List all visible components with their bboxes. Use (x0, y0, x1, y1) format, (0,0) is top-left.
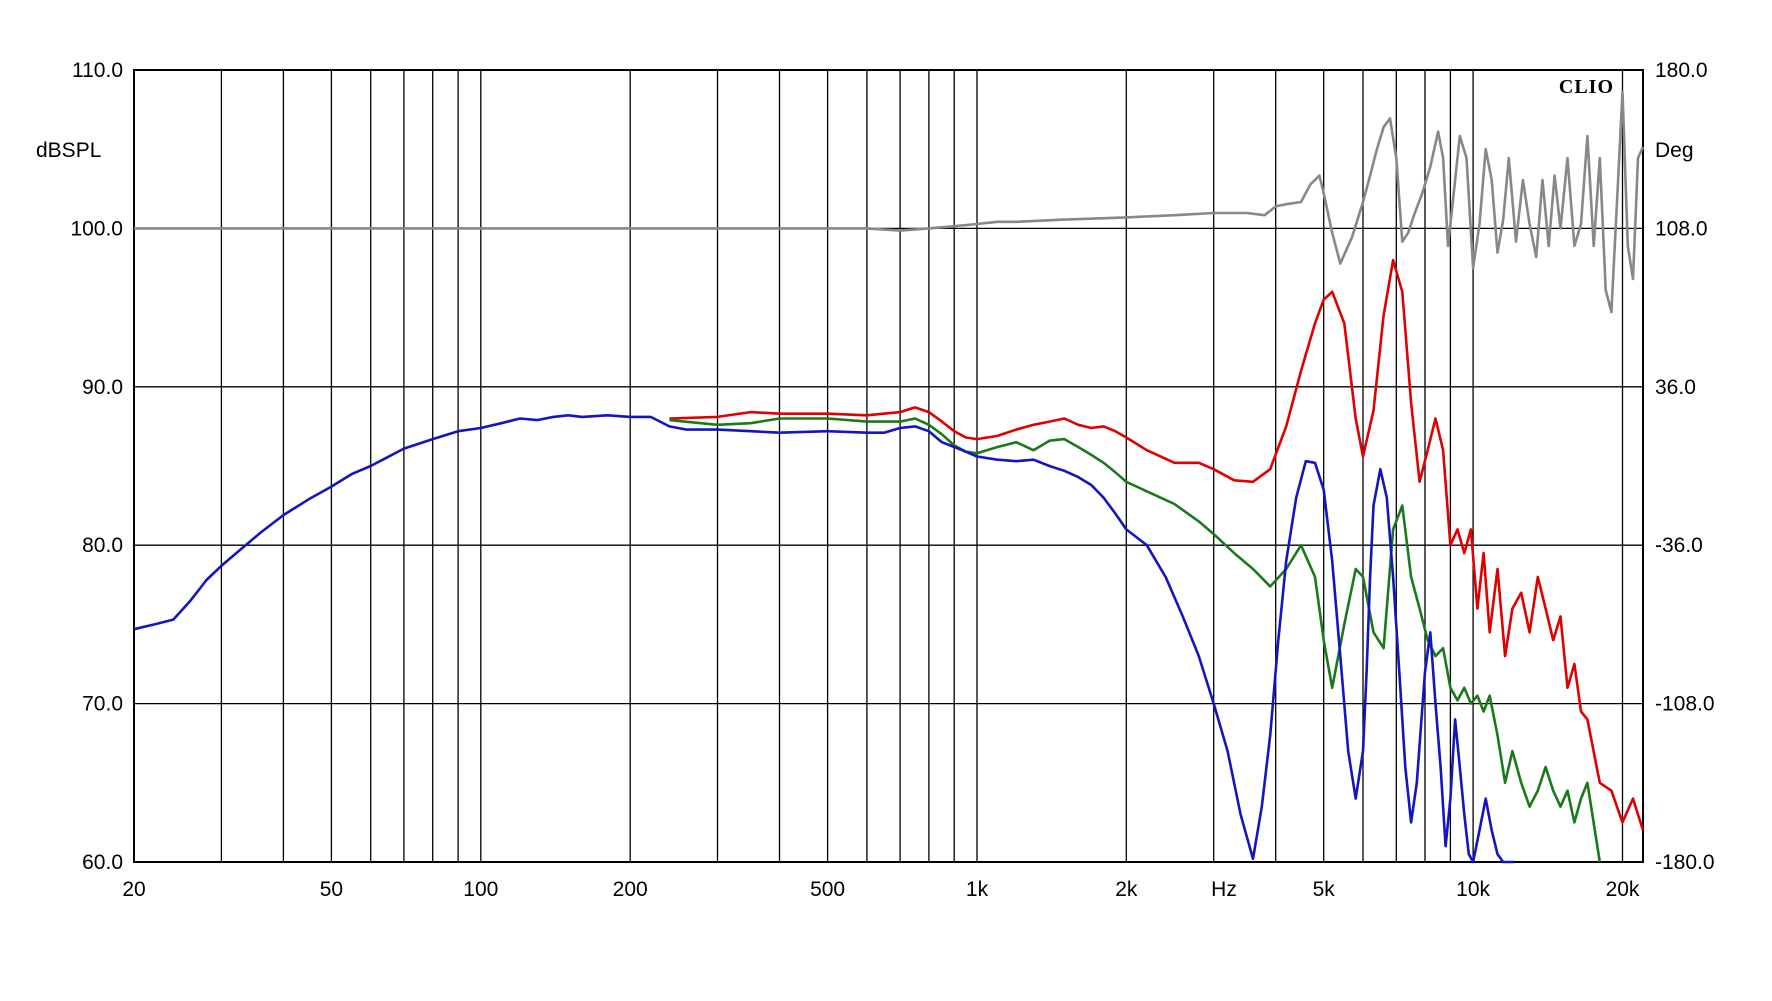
clio-brand-logo: CLIO (1559, 76, 1614, 98)
x-axis-tick-label: 20k (1606, 878, 1640, 901)
x-axis-tick-label: 10k (1456, 878, 1490, 901)
series-layer (133, 90, 1645, 864)
right-axis-tick-label: 108.0 (1655, 217, 1708, 240)
plot-area (133, 69, 1644, 863)
right-axis-tick-label: 36.0 (1655, 376, 1696, 399)
spl-series-line (669, 258, 1645, 831)
right-axis-unit-label: Deg (1655, 139, 1694, 162)
x-axis-unit-label: Hz (1211, 878, 1237, 901)
x-axis-tick-label: 500 (810, 878, 845, 901)
x-axis-tick-label: 1k (966, 878, 989, 901)
left-axis-tick-label: 100.0 (70, 217, 123, 240)
left-axis-tick-label: 70.0 (82, 693, 123, 716)
grid-lines (133, 69, 1643, 863)
left-axis-unit-label: dBSPL (36, 139, 101, 162)
x-axis-ticks: 20 50 100 200 500 1k 2k 5k 10k 20k (122, 878, 1640, 901)
phase-series-line (134, 90, 1645, 314)
x-axis-tick-label: 50 (320, 878, 343, 901)
left-axis-ticks: 60.0 70.0 80.0 90.0 100.0 110.0 (70, 59, 123, 874)
left-axis-tick-label: 60.0 (82, 851, 123, 874)
right-axis-tick-label: -180.0 (1655, 851, 1715, 874)
x-axis-tick-label: 5k (1313, 878, 1336, 901)
left-axis-tick-label: 90.0 (82, 376, 123, 399)
x-axis-tick-label: 100 (463, 878, 498, 901)
x-axis-tick-label: 20 (122, 878, 145, 901)
right-axis-tick-label: -36.0 (1655, 534, 1703, 557)
right-axis-tick-label: 180.0 (1655, 59, 1708, 82)
left-axis-tick-label: 110.0 (72, 59, 123, 82)
left-axis-tick-label: 80.0 (82, 534, 123, 557)
right-axis-tick-label: -108.0 (1655, 693, 1715, 716)
right-axis-ticks: -180.0 -108.0 -36.0 36.0 108.0 180.0 (1655, 59, 1715, 874)
x-axis-tick-label: 200 (613, 878, 648, 901)
spl-series-line (133, 413, 1515, 864)
x-axis-tick-label: 2k (1115, 878, 1138, 901)
